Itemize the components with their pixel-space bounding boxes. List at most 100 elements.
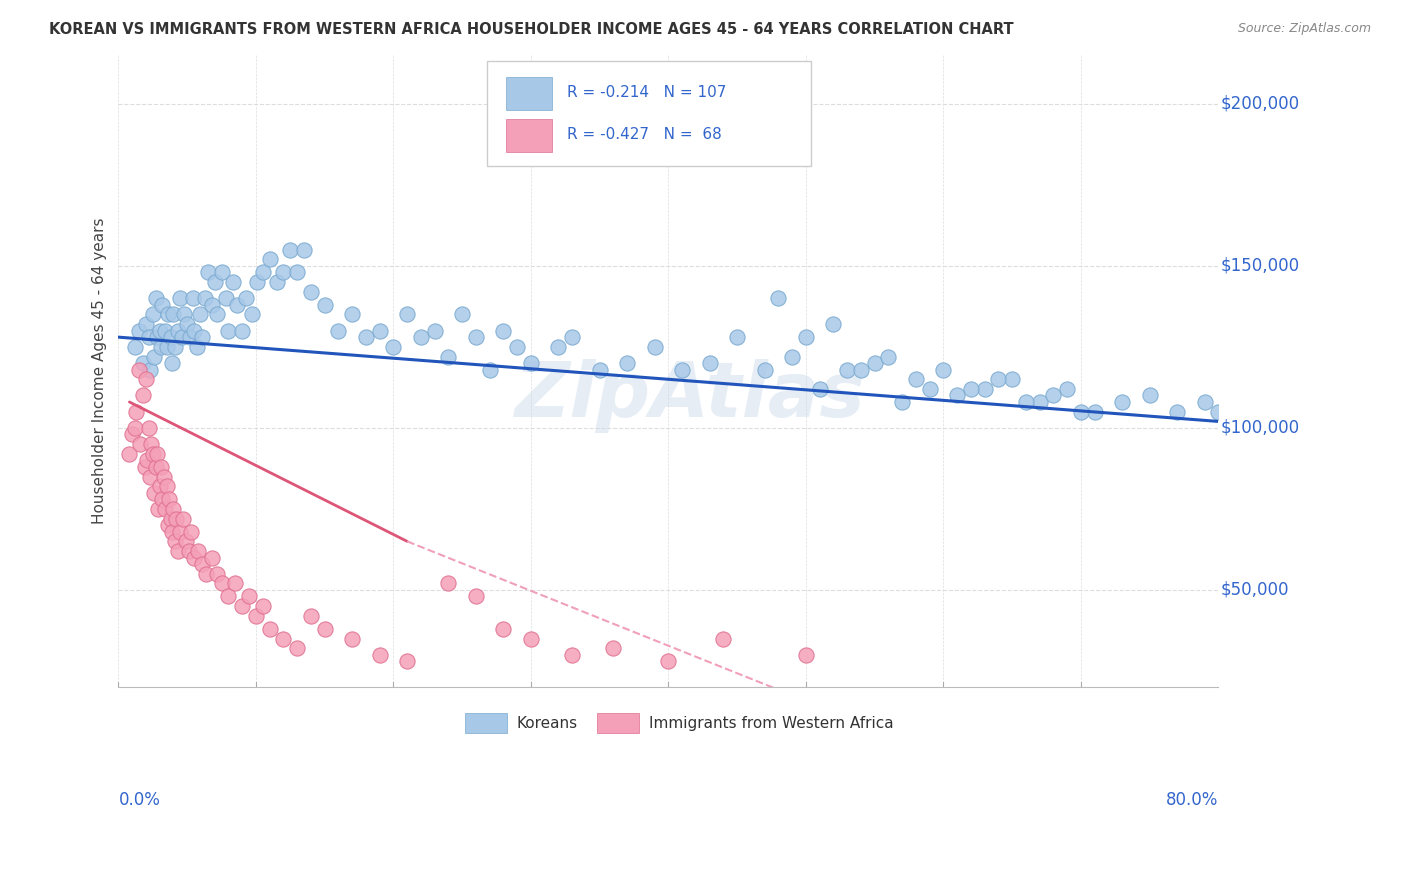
Point (959, 382, 981, 396)
Point (252, 265, 274, 279)
Point (152, 298, 174, 312)
Point (904, 372, 927, 386)
Point (225, 298, 247, 312)
Point (340, 632, 363, 646)
Point (135, 372, 157, 386)
Point (368, 324, 391, 338)
Point (273, 632, 295, 646)
Point (808, 382, 831, 396)
Point (188, 308, 211, 322)
Point (725, 330, 748, 344)
Point (1166, 405, 1188, 419)
Point (221, 275, 243, 289)
Point (153, 502, 176, 516)
Point (328, 324, 350, 338)
Point (1070, 405, 1092, 419)
Point (197, 265, 219, 279)
Point (835, 362, 858, 376)
Point (128, 324, 150, 338)
Point (142, 308, 165, 322)
Point (181, 291, 204, 305)
Text: 80.0%: 80.0% (1166, 791, 1219, 809)
Point (1111, 395, 1133, 409)
Point (129, 437, 152, 451)
Point (396, 654, 419, 668)
Point (124, 340, 146, 354)
Point (150, 340, 173, 354)
Point (823, 317, 845, 331)
Point (314, 622, 336, 636)
Point (285, 641, 308, 656)
Point (877, 350, 900, 364)
Point (191, 330, 214, 344)
Point (121, 427, 143, 442)
Point (139, 469, 162, 483)
Point (148, 502, 170, 516)
Point (492, 622, 515, 636)
Point (145, 291, 167, 305)
Point (946, 388, 969, 402)
Point (1028, 395, 1050, 409)
Point (138, 421, 160, 435)
Point (194, 291, 217, 305)
Point (987, 372, 1010, 386)
Point (644, 340, 666, 354)
Point (285, 265, 308, 279)
Point (132, 356, 155, 370)
Text: Koreans: Koreans (516, 715, 578, 731)
Text: Source: ZipAtlas.com: Source: ZipAtlas.com (1237, 22, 1371, 36)
Point (396, 308, 419, 322)
Point (794, 648, 817, 662)
Point (1194, 395, 1216, 409)
Point (409, 330, 432, 344)
Point (204, 275, 226, 289)
Text: KOREAN VS IMMIGRANTS FROM WESTERN AFRICA HOUSEHOLDER INCOME AGES 45 - 64 YEARS C: KOREAN VS IMMIGRANTS FROM WESTERN AFRICA… (49, 22, 1014, 37)
FancyBboxPatch shape (598, 713, 638, 732)
Point (125, 405, 148, 419)
Point (141, 437, 163, 451)
Point (1001, 372, 1024, 386)
Text: ZipAtlas: ZipAtlas (515, 359, 866, 434)
Point (183, 550, 205, 565)
Text: $100,000: $100,000 (1220, 419, 1299, 437)
Point (169, 524, 191, 539)
Point (1056, 382, 1078, 396)
Text: $200,000: $200,000 (1220, 95, 1299, 112)
Point (768, 291, 790, 305)
Point (150, 459, 173, 474)
Point (207, 566, 229, 581)
Point (136, 453, 159, 467)
Point (195, 566, 218, 581)
Point (235, 291, 257, 305)
Point (135, 317, 157, 331)
Point (437, 350, 460, 364)
Point (207, 308, 229, 322)
Point (162, 308, 184, 322)
Point (932, 362, 955, 376)
Point (266, 275, 288, 289)
Point (588, 362, 610, 376)
Point (780, 350, 803, 364)
Point (259, 252, 281, 267)
Point (616, 356, 638, 370)
Point (211, 265, 233, 279)
Point (165, 511, 187, 525)
Point (159, 330, 181, 344)
Point (1208, 405, 1230, 419)
Point (172, 511, 194, 525)
Text: Immigrants from Western Africa: Immigrants from Western Africa (648, 715, 893, 731)
Point (160, 356, 183, 370)
Point (520, 632, 543, 646)
Point (217, 324, 239, 338)
FancyBboxPatch shape (506, 78, 551, 110)
Point (153, 469, 176, 483)
Point (183, 324, 205, 338)
Point (201, 550, 224, 565)
Point (179, 330, 201, 344)
Point (520, 356, 543, 370)
Point (973, 382, 995, 396)
Point (155, 340, 177, 354)
Point (231, 599, 253, 614)
Point (176, 317, 198, 331)
Point (180, 524, 202, 539)
